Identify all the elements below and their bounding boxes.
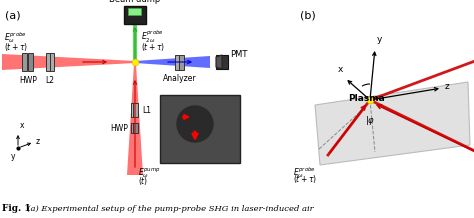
- Bar: [128, 9, 142, 15]
- Polygon shape: [135, 56, 210, 68]
- Bar: [160, 95, 240, 163]
- Text: $(t)$: $(t)$: [138, 175, 148, 187]
- Text: x: x: [20, 121, 25, 130]
- Bar: [22, 53, 27, 71]
- Text: z: z: [445, 82, 450, 90]
- Bar: [124, 6, 146, 24]
- Bar: [134, 123, 138, 133]
- Bar: [134, 103, 138, 117]
- Circle shape: [177, 106, 213, 142]
- Text: (a) Experimental setup of the pump-probe SHG in laser-induced air: (a) Experimental setup of the pump-probe…: [22, 205, 314, 213]
- Text: $|\varphi$: $|\varphi$: [365, 114, 375, 126]
- Text: y: y: [377, 35, 383, 44]
- Text: $(t+\tau)$: $(t+\tau)$: [293, 173, 317, 185]
- Text: $(t+\tau)$: $(t+\tau)$: [4, 41, 28, 53]
- Text: (a): (a): [5, 10, 21, 20]
- Bar: [28, 53, 34, 71]
- Text: Plasma: Plasma: [348, 94, 385, 102]
- Bar: [46, 53, 50, 71]
- Text: L2: L2: [46, 76, 55, 85]
- Text: $E_\omega^{probe}$: $E_\omega^{probe}$: [4, 30, 27, 45]
- Polygon shape: [127, 64, 143, 175]
- Text: $(t+\tau)$: $(t+\tau)$: [141, 41, 165, 53]
- Text: y: y: [10, 152, 15, 161]
- Bar: [175, 54, 181, 70]
- Text: Probe: Probe: [178, 112, 204, 121]
- Text: Beam dump: Beam dump: [109, 0, 161, 4]
- Bar: [180, 54, 184, 70]
- Bar: [216, 55, 228, 69]
- Bar: [131, 103, 137, 117]
- Text: (b): (b): [300, 10, 316, 20]
- Text: Analyzer: Analyzer: [163, 74, 197, 83]
- Bar: [50, 53, 54, 71]
- Text: $E_\omega^{pump}$: $E_\omega^{pump}$: [138, 167, 161, 180]
- Text: Pump: Pump: [215, 135, 240, 143]
- Text: z: z: [36, 136, 40, 145]
- Text: HWP: HWP: [19, 76, 37, 85]
- Polygon shape: [2, 54, 135, 70]
- Text: x: x: [337, 65, 343, 74]
- Polygon shape: [216, 55, 222, 69]
- Text: PMT: PMT: [230, 49, 247, 58]
- Polygon shape: [315, 82, 470, 165]
- Text: HWP: HWP: [110, 124, 128, 133]
- Text: $E_\omega^{probe}$: $E_\omega^{probe}$: [293, 165, 316, 180]
- Text: L1: L1: [142, 106, 151, 114]
- Text: Fig. 1: Fig. 1: [2, 204, 31, 213]
- Text: $E_{2\omega}^{probe}$: $E_{2\omega}^{probe}$: [141, 29, 164, 45]
- Bar: [131, 123, 137, 133]
